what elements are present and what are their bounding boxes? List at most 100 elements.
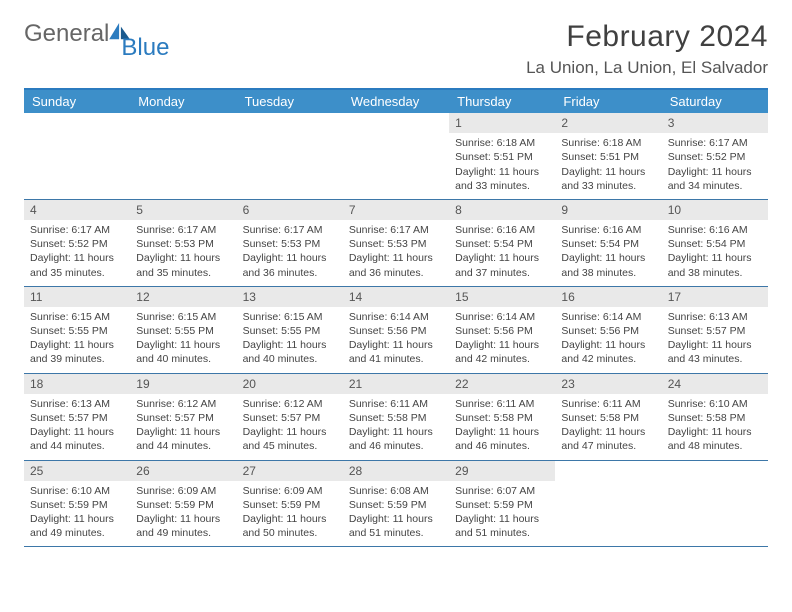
location-text: La Union, La Union, El Salvador bbox=[526, 58, 768, 78]
daylight-line: Daylight: 11 hours and 35 minutes. bbox=[136, 251, 230, 279]
sunset-line: Sunset: 5:54 PM bbox=[561, 237, 655, 251]
day-details: Sunrise: 6:17 AMSunset: 5:53 PMDaylight:… bbox=[237, 220, 343, 286]
day-cell: 13Sunrise: 6:15 AMSunset: 5:55 PMDayligh… bbox=[237, 287, 343, 373]
weekday-label: Saturday bbox=[662, 90, 768, 113]
day-number: 13 bbox=[237, 287, 343, 307]
sunset-line: Sunset: 5:58 PM bbox=[455, 411, 549, 425]
sunset-line: Sunset: 5:55 PM bbox=[243, 324, 337, 338]
sunrise-line: Sunrise: 6:10 AM bbox=[668, 397, 762, 411]
day-number: 29 bbox=[449, 461, 555, 481]
day-number: 3 bbox=[662, 113, 768, 133]
sunrise-line: Sunrise: 6:14 AM bbox=[455, 310, 549, 324]
calendar-body: 1Sunrise: 6:18 AMSunset: 5:51 PMDaylight… bbox=[24, 113, 768, 547]
weekday-label: Wednesday bbox=[343, 90, 449, 113]
day-number: 27 bbox=[237, 461, 343, 481]
daylight-line: Daylight: 11 hours and 38 minutes. bbox=[668, 251, 762, 279]
day-cell: 17Sunrise: 6:13 AMSunset: 5:57 PMDayligh… bbox=[662, 287, 768, 373]
sunset-line: Sunset: 5:54 PM bbox=[455, 237, 549, 251]
day-details: Sunrise: 6:17 AMSunset: 5:52 PMDaylight:… bbox=[24, 220, 130, 286]
day-details: Sunrise: 6:11 AMSunset: 5:58 PMDaylight:… bbox=[555, 394, 661, 460]
sunset-line: Sunset: 5:59 PM bbox=[349, 498, 443, 512]
day-details: Sunrise: 6:18 AMSunset: 5:51 PMDaylight:… bbox=[449, 133, 555, 199]
day-cell: 10Sunrise: 6:16 AMSunset: 5:54 PMDayligh… bbox=[662, 200, 768, 286]
day-details: Sunrise: 6:07 AMSunset: 5:59 PMDaylight:… bbox=[449, 481, 555, 547]
sunrise-line: Sunrise: 6:11 AM bbox=[561, 397, 655, 411]
calendar-week-row: 11Sunrise: 6:15 AMSunset: 5:55 PMDayligh… bbox=[24, 287, 768, 374]
day-number: 16 bbox=[555, 287, 661, 307]
sunset-line: Sunset: 5:51 PM bbox=[561, 150, 655, 164]
day-cell: 16Sunrise: 6:14 AMSunset: 5:56 PMDayligh… bbox=[555, 287, 661, 373]
daylight-line: Daylight: 11 hours and 36 minutes. bbox=[349, 251, 443, 279]
day-details: Sunrise: 6:08 AMSunset: 5:59 PMDaylight:… bbox=[343, 481, 449, 547]
sunrise-line: Sunrise: 6:15 AM bbox=[243, 310, 337, 324]
daylight-line: Daylight: 11 hours and 33 minutes. bbox=[455, 165, 549, 193]
sunrise-line: Sunrise: 6:17 AM bbox=[243, 223, 337, 237]
day-details: Sunrise: 6:09 AMSunset: 5:59 PMDaylight:… bbox=[237, 481, 343, 547]
day-cell: 23Sunrise: 6:11 AMSunset: 5:58 PMDayligh… bbox=[555, 374, 661, 460]
daylight-line: Daylight: 11 hours and 46 minutes. bbox=[349, 425, 443, 453]
day-number: 8 bbox=[449, 200, 555, 220]
day-number: 12 bbox=[130, 287, 236, 307]
day-cell: 24Sunrise: 6:10 AMSunset: 5:58 PMDayligh… bbox=[662, 374, 768, 460]
sunset-line: Sunset: 5:52 PM bbox=[668, 150, 762, 164]
day-cell: 3Sunrise: 6:17 AMSunset: 5:52 PMDaylight… bbox=[662, 113, 768, 199]
daylight-line: Daylight: 11 hours and 47 minutes. bbox=[561, 425, 655, 453]
day-details: Sunrise: 6:14 AMSunset: 5:56 PMDaylight:… bbox=[343, 307, 449, 373]
daylight-line: Daylight: 11 hours and 35 minutes. bbox=[30, 251, 124, 279]
brand-part2: Blue bbox=[121, 34, 169, 62]
day-cell: 26Sunrise: 6:09 AMSunset: 5:59 PMDayligh… bbox=[130, 461, 236, 547]
day-cell: 1Sunrise: 6:18 AMSunset: 5:51 PMDaylight… bbox=[449, 113, 555, 199]
weekday-label: Sunday bbox=[24, 90, 130, 113]
sunset-line: Sunset: 5:55 PM bbox=[30, 324, 124, 338]
day-number: 9 bbox=[555, 200, 661, 220]
day-details: Sunrise: 6:10 AMSunset: 5:59 PMDaylight:… bbox=[24, 481, 130, 547]
empty-cell bbox=[237, 113, 343, 199]
day-details: Sunrise: 6:15 AMSunset: 5:55 PMDaylight:… bbox=[237, 307, 343, 373]
day-cell: 7Sunrise: 6:17 AMSunset: 5:53 PMDaylight… bbox=[343, 200, 449, 286]
sunrise-line: Sunrise: 6:13 AM bbox=[30, 397, 124, 411]
day-details: Sunrise: 6:11 AMSunset: 5:58 PMDaylight:… bbox=[343, 394, 449, 460]
day-details: Sunrise: 6:16 AMSunset: 5:54 PMDaylight:… bbox=[449, 220, 555, 286]
sunrise-line: Sunrise: 6:09 AM bbox=[136, 484, 230, 498]
day-details: Sunrise: 6:10 AMSunset: 5:58 PMDaylight:… bbox=[662, 394, 768, 460]
day-cell: 27Sunrise: 6:09 AMSunset: 5:59 PMDayligh… bbox=[237, 461, 343, 547]
day-number: 1 bbox=[449, 113, 555, 133]
day-cell: 22Sunrise: 6:11 AMSunset: 5:58 PMDayligh… bbox=[449, 374, 555, 460]
month-title: February 2024 bbox=[526, 20, 768, 54]
sunset-line: Sunset: 5:51 PM bbox=[455, 150, 549, 164]
brand-logo: General Blue bbox=[24, 20, 183, 48]
day-number: 21 bbox=[343, 374, 449, 394]
day-details: Sunrise: 6:17 AMSunset: 5:53 PMDaylight:… bbox=[130, 220, 236, 286]
sunrise-line: Sunrise: 6:18 AM bbox=[455, 136, 549, 150]
day-details: Sunrise: 6:14 AMSunset: 5:56 PMDaylight:… bbox=[449, 307, 555, 373]
weekday-header-row: SundayMondayTuesdayWednesdayThursdayFrid… bbox=[24, 90, 768, 113]
day-cell: 5Sunrise: 6:17 AMSunset: 5:53 PMDaylight… bbox=[130, 200, 236, 286]
day-number: 23 bbox=[555, 374, 661, 394]
day-number: 11 bbox=[24, 287, 130, 307]
day-cell: 6Sunrise: 6:17 AMSunset: 5:53 PMDaylight… bbox=[237, 200, 343, 286]
sunrise-line: Sunrise: 6:07 AM bbox=[455, 484, 549, 498]
weekday-label: Monday bbox=[130, 90, 236, 113]
day-number: 25 bbox=[24, 461, 130, 481]
daylight-line: Daylight: 11 hours and 46 minutes. bbox=[455, 425, 549, 453]
sunset-line: Sunset: 5:59 PM bbox=[455, 498, 549, 512]
sunrise-line: Sunrise: 6:11 AM bbox=[349, 397, 443, 411]
day-details: Sunrise: 6:16 AMSunset: 5:54 PMDaylight:… bbox=[662, 220, 768, 286]
day-number: 4 bbox=[24, 200, 130, 220]
day-details: Sunrise: 6:17 AMSunset: 5:52 PMDaylight:… bbox=[662, 133, 768, 199]
sunrise-line: Sunrise: 6:16 AM bbox=[668, 223, 762, 237]
day-cell: 8Sunrise: 6:16 AMSunset: 5:54 PMDaylight… bbox=[449, 200, 555, 286]
daylight-line: Daylight: 11 hours and 39 minutes. bbox=[30, 338, 124, 366]
day-cell: 9Sunrise: 6:16 AMSunset: 5:54 PMDaylight… bbox=[555, 200, 661, 286]
empty-cell bbox=[662, 461, 768, 547]
daylight-line: Daylight: 11 hours and 43 minutes. bbox=[668, 338, 762, 366]
sunrise-line: Sunrise: 6:17 AM bbox=[668, 136, 762, 150]
day-cell: 11 Sunrise: 6:15 AMSunset: 5:55 PMDayligh… bbox=[24, 287, 130, 373]
day-cell: 21Sunrise: 6:11 AMSunset: 5:58 PMDayligh… bbox=[343, 374, 449, 460]
day-number: 18 bbox=[24, 374, 130, 394]
sunset-line: Sunset: 5:56 PM bbox=[561, 324, 655, 338]
daylight-line: Daylight: 11 hours and 41 minutes. bbox=[349, 338, 443, 366]
daylight-line: Daylight: 11 hours and 49 minutes. bbox=[136, 512, 230, 540]
sunrise-line: Sunrise: 6:15 AM bbox=[30, 310, 124, 324]
day-details: Sunrise: 6:12 AMSunset: 5:57 PMDaylight:… bbox=[130, 394, 236, 460]
